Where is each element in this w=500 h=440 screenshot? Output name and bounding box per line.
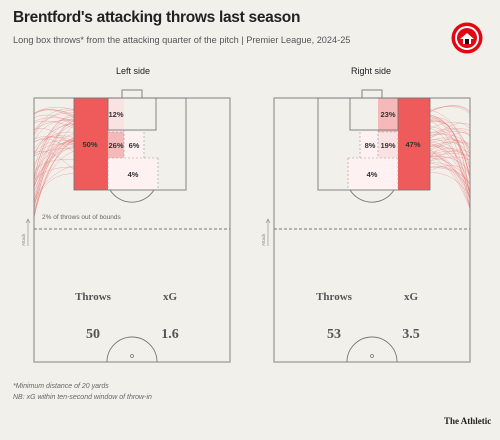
right-zone-far <box>378 98 398 132</box>
left-zone-far <box>108 98 124 132</box>
footnote-xg-window: NB: xG within ten-second window of throw… <box>13 394 152 401</box>
left-panel-title: Left side <box>116 66 150 76</box>
right-throw-line <box>427 141 471 159</box>
right-panel-title: Right side <box>351 66 391 76</box>
right-zone-inner <box>360 132 378 158</box>
left-inner-value: 6% <box>129 141 140 150</box>
left-zone-inner <box>124 132 144 158</box>
right-goal <box>361 89 383 99</box>
left-wide-value: 50% <box>82 140 97 149</box>
chart-subtitle: Long box throws* from the attacking quar… <box>13 35 351 45</box>
chart-title: Brentford's attacking throws last season <box>13 9 301 26</box>
right-far-value: 23% <box>380 110 395 119</box>
right-xg-value: 3.5 <box>402 327 420 342</box>
left-direction-label: Attack <box>21 233 26 246</box>
left-pitch: Left side 50% 12% 26% 6% 4% 2% of thr <box>21 66 231 363</box>
left-xg-label: xG <box>163 291 178 303</box>
left-zone-spot <box>108 132 124 158</box>
right-throw-line <box>427 148 471 165</box>
left-throws-value: 50 <box>86 327 100 342</box>
right-zone-wide <box>398 98 430 190</box>
right-direction-label: Attack <box>261 233 266 246</box>
left-goal <box>121 89 143 99</box>
right-zone-edge <box>348 158 398 190</box>
right-pitch: Right side 47% 23% 19% 8% 4% <box>261 66 471 363</box>
right-throw-line <box>426 117 471 170</box>
publisher-logo: The Athletic <box>444 416 492 426</box>
left-spot-value: 26% <box>108 141 123 150</box>
footnote-minimum-distance: *Minimum distance of 20 yards <box>13 383 109 390</box>
right-penalty-arc <box>349 189 395 203</box>
right-throws-label: Throws <box>316 291 353 303</box>
right-xg-label: xG <box>404 291 419 303</box>
club-crest-icon <box>451 22 483 54</box>
left-xg-value: 1.6 <box>161 327 179 342</box>
left-zone-edge <box>108 158 158 190</box>
right-throws-value: 53 <box>327 327 341 342</box>
left-centre-circle <box>106 336 158 363</box>
left-far-value: 12% <box>108 110 123 119</box>
right-zone-spot <box>378 132 398 158</box>
right-spot-value: 19% <box>380 141 395 150</box>
right-edge-value: 4% <box>367 170 378 179</box>
left-edge-value: 4% <box>128 170 139 179</box>
left-zone-wide <box>74 98 108 190</box>
left-throws-label: Throws <box>75 291 112 303</box>
left-penalty-arc <box>109 189 155 203</box>
left-out-of-bounds-note: 2% of throws out of bounds <box>42 214 122 221</box>
right-centre-circle <box>346 336 398 363</box>
right-inner-value: 8% <box>365 141 376 150</box>
right-throw-line <box>426 119 471 198</box>
right-wide-value: 47% <box>405 140 420 149</box>
